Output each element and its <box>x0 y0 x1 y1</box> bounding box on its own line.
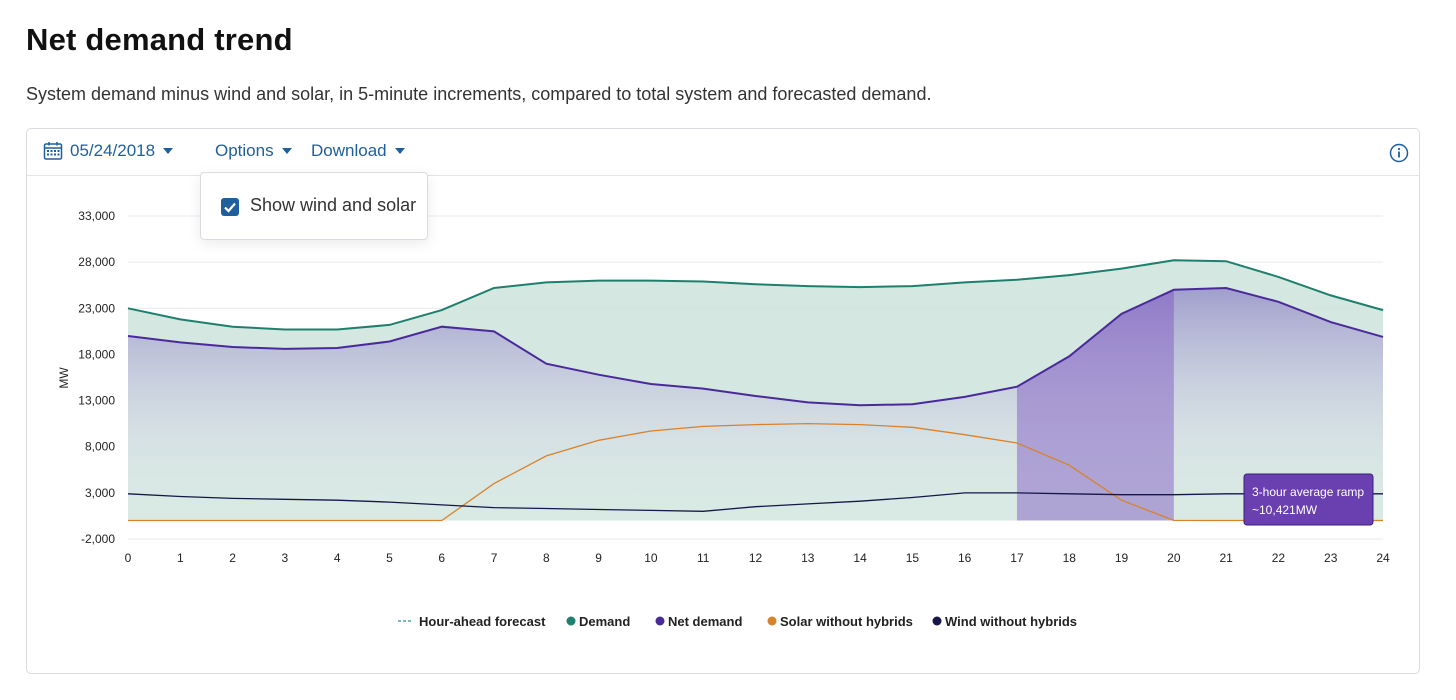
x-tick-label: 10 <box>644 551 658 565</box>
y-tick-label: -2,000 <box>81 532 115 546</box>
y-tick-label: 13,000 <box>78 394 115 408</box>
legend-label: Solar without hybrids <box>780 614 913 629</box>
legend-item[interactable]: Wind without hybrids <box>932 614 1078 629</box>
x-tick-label: 16 <box>958 551 972 565</box>
info-icon[interactable] <box>1389 143 1409 163</box>
demand-line <box>127 259 1384 331</box>
y-axis-label: MW <box>57 367 71 389</box>
chevron-down-icon <box>394 148 405 154</box>
y-tick-label: 3,000 <box>85 486 115 500</box>
x-tick-label: 14 <box>853 551 867 565</box>
ramp-annotation: 3-hour average ramp ~10,421MW <box>1243 473 1374 526</box>
download-menu-button[interactable]: Download <box>311 141 405 161</box>
x-tick-label: 7 <box>491 551 498 565</box>
legend-item[interactable]: Demand <box>566 614 631 629</box>
legend-label: Wind without hybrids <box>945 614 1077 629</box>
calendar-icon <box>43 142 63 160</box>
x-tick-label: 11 <box>697 551 710 565</box>
legend-marker <box>767 616 777 626</box>
solar-line <box>128 422 1383 522</box>
show-wind-solar-checkbox[interactable] <box>221 198 239 216</box>
chart-toolbar: 05/24/2018 Options Download <box>27 129 1419 176</box>
x-tick-label: 13 <box>801 551 815 565</box>
x-tick-label: 24 <box>1376 551 1390 565</box>
checkmark-icon <box>224 202 236 213</box>
x-tick-label: 0 <box>125 551 132 565</box>
x-tick-label: 3 <box>282 551 289 565</box>
wind-line <box>127 492 1383 512</box>
x-tick-label: 5 <box>386 551 393 565</box>
x-tick-label: 18 <box>1063 551 1077 565</box>
y-tick-label: 18,000 <box>78 347 115 361</box>
legend-marker <box>566 616 576 626</box>
x-tick-label: 8 <box>543 551 550 565</box>
x-tick-label: 15 <box>906 551 920 565</box>
chevron-down-icon <box>281 148 292 154</box>
x-tick-label: 22 <box>1272 551 1286 565</box>
legend-item[interactable]: Net demand <box>655 614 743 629</box>
chevron-down-icon <box>163 148 174 154</box>
x-tick-label: 12 <box>749 551 763 565</box>
legend-label: Net demand <box>668 614 742 629</box>
x-tick-label: 4 <box>334 551 341 565</box>
legend-item[interactable]: Hour-ahead forecast <box>398 614 546 629</box>
legend-label: Demand <box>579 614 630 629</box>
ramp-annotation-title: 3-hour average ramp <box>1252 485 1364 499</box>
legend-marker <box>655 616 665 626</box>
net-demand-line <box>127 286 1384 407</box>
page-subtitle: System demand minus wind and solar, in 5… <box>26 84 932 104</box>
net-demand-area <box>128 288 1383 521</box>
options-label: Options <box>215 141 274 160</box>
show-wind-solar-label: Show wind and solar <box>250 195 417 215</box>
x-tick-label: 2 <box>229 551 236 565</box>
y-tick-label: 33,000 <box>78 209 115 223</box>
x-tick-label: 1 <box>177 551 184 565</box>
y-tick-label: 23,000 <box>78 301 115 315</box>
options-dropdown: Show wind and solar <box>200 172 428 240</box>
x-tick-label: 20 <box>1167 551 1181 565</box>
legend-marker <box>932 616 942 626</box>
x-tick-label: 17 <box>1010 551 1024 565</box>
y-tick-label: 28,000 <box>78 255 115 269</box>
x-tick-label: 21 <box>1219 551 1233 565</box>
options-menu-button[interactable]: Options <box>215 141 292 161</box>
x-tick-label: 19 <box>1115 551 1129 565</box>
y-tick-label: 8,000 <box>85 440 115 454</box>
x-tick-label: 6 <box>438 551 445 565</box>
chart-legend: Hour-ahead forecast Demand Net demand Solar… <box>398 614 1077 629</box>
download-label: Download <box>311 141 387 160</box>
y-axis: 33,000 28,000 23,000 18,000 13,000 8,000 3,000… <box>78 209 115 546</box>
page-title: Net demand trend <box>26 22 293 57</box>
x-tick-label: 23 <box>1324 551 1338 565</box>
date-value: 05/24/2018 <box>70 141 156 160</box>
x-axis: 0 1 2 3 4 5 6 7 8 9 10 11 12 13 14 15 16 17 18 19 20 21 22 23 24 <box>125 551 1390 565</box>
ramp-annotation-value: ~10,421MW <box>1252 503 1318 517</box>
legend-item[interactable]: Solar without hybrids <box>767 614 913 629</box>
date-picker[interactable]: 05/24/2018 <box>43 141 174 161</box>
legend-label: Hour-ahead forecast <box>419 614 546 629</box>
x-tick-label: 9 <box>595 551 602 565</box>
